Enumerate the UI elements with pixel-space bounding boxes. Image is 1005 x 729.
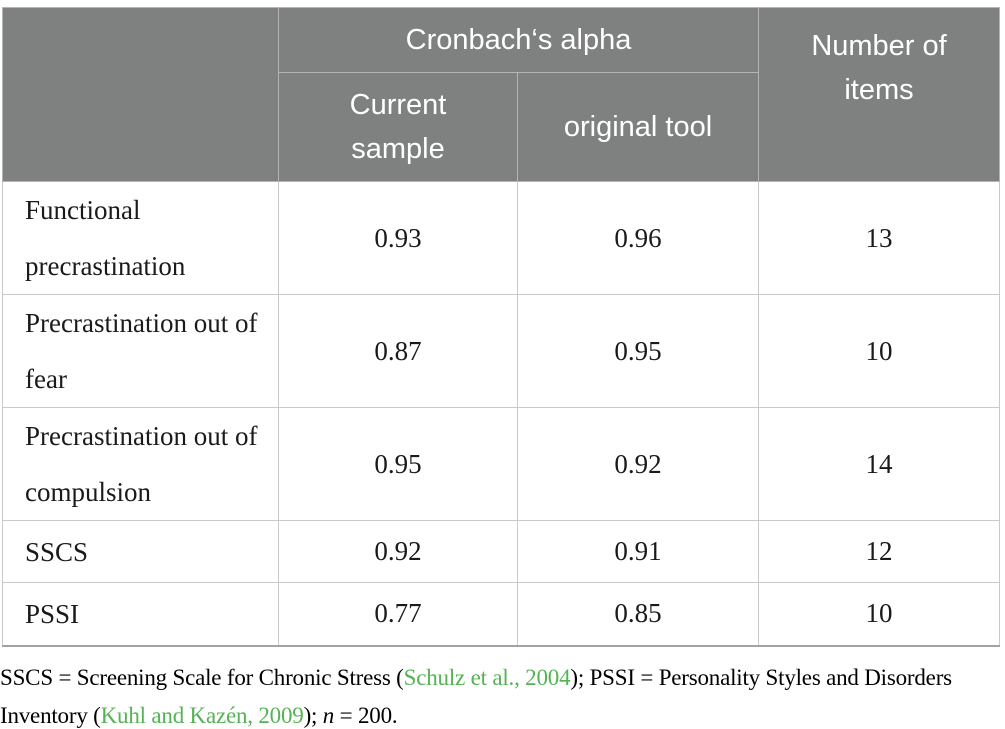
table-footnote: SSCS = Screening Scale for Chronic Stres… [0, 659, 1005, 729]
items-value: 12 [758, 520, 1001, 583]
items-value: 14 [758, 407, 1001, 521]
sample-size-symbol: n [322, 702, 335, 728]
table-header: Cronbach‘s alpha Number of items Current… [2, 7, 1001, 182]
current-sample-value: 0.87 [278, 294, 518, 408]
row-label: Precrastination out of fear [2, 294, 279, 408]
table-row-pssi: PSSI 0.77 0.85 10 [2, 582, 1001, 646]
footnote-text: SSCS = Screening Scale for Chronic Stres… [0, 664, 404, 690]
footnote-text: ); [303, 702, 323, 728]
reliability-table: Cronbach‘s alpha Number of items Current… [2, 7, 1001, 647]
original-tool-value: 0.91 [516, 520, 760, 583]
table-row-sscs: SSCS 0.92 0.91 12 [2, 520, 1001, 583]
header-cronbachs-alpha: Cronbach‘s alpha [277, 7, 760, 73]
row-label: PSSI [2, 582, 279, 646]
original-tool-value: 0.92 [516, 407, 760, 521]
table-row-precrastination-compulsion: Precrastination out of compulsion 0.95 0… [2, 407, 1001, 521]
header-original-tool: original tool [516, 72, 760, 182]
citation-link-schulz-2004[interactable]: Schulz et al., 2004 [403, 664, 571, 690]
header-number-of-items: Number of items [758, 7, 1001, 182]
original-tool-value: 0.95 [516, 294, 760, 408]
original-tool-value: 0.85 [516, 582, 760, 646]
current-sample-value: 0.95 [278, 407, 518, 521]
table-body: Functional precrastination 0.93 0.96 13 … [2, 181, 1001, 646]
footnote-text: = 200. [334, 702, 398, 728]
original-tool-value: 0.96 [516, 181, 760, 295]
items-value: 10 [758, 294, 1001, 408]
table-row-functional-precrastination: Functional precrastination 0.93 0.96 13 [2, 181, 1001, 295]
current-sample-value: 0.77 [278, 582, 518, 646]
citation-link-kuhl-kazen-2009[interactable]: Kuhl and Kazén, 2009 [100, 702, 304, 728]
row-label: SSCS [2, 520, 279, 583]
items-value: 10 [758, 582, 1001, 646]
empty-corner-header-cell [2, 7, 279, 182]
row-label: Functional precrastination [2, 181, 279, 295]
current-sample-value: 0.92 [278, 520, 518, 583]
header-current-sample: Current sample [278, 72, 518, 182]
footnote-text: ); PSSI = Personality Styles and Disorde… [0, 664, 952, 728]
row-label: Precrastination out of compulsion [2, 407, 279, 521]
current-sample-value: 0.93 [278, 181, 518, 295]
items-value: 13 [758, 181, 1001, 295]
table-row-precrastination-fear: Precrastination out of fear 0.87 0.95 10 [2, 294, 1001, 408]
